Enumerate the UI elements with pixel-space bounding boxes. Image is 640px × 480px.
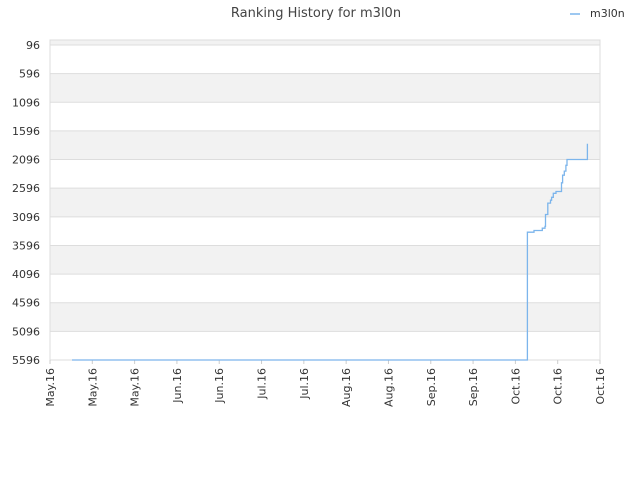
plot-band xyxy=(50,73,600,103)
x-tick-label: Jul.16 xyxy=(298,368,311,400)
plot-band xyxy=(50,188,600,217)
y-tick-label: 5096 xyxy=(12,325,40,338)
y-tick-label: 2096 xyxy=(12,154,40,167)
y-tick-label: 4596 xyxy=(12,297,40,310)
plot-band xyxy=(50,45,600,74)
legend[interactable]: m3l0n xyxy=(570,7,625,20)
plot-band xyxy=(50,274,600,303)
y-tick-label: 1596 xyxy=(12,125,40,138)
y-tick-label: 96 xyxy=(26,39,40,52)
x-tick-label: Sep.16 xyxy=(467,368,480,406)
plot-band xyxy=(50,159,600,189)
y-tick-label: 2596 xyxy=(12,182,40,195)
y-tick-label: 3596 xyxy=(12,239,40,252)
x-tick-label: May.16 xyxy=(86,368,99,407)
x-tick-label: Aug.16 xyxy=(382,368,395,407)
plot-band xyxy=(50,40,600,45)
series-group xyxy=(72,143,589,361)
plot-band xyxy=(50,331,600,360)
x-axis: May.16 May.16 May.16 Jun.16 Jun.16 Jul.16 Jul.… xyxy=(44,360,607,407)
x-tick-label: May.16 xyxy=(44,368,57,407)
x-tick-label: Aug.16 xyxy=(340,368,353,407)
x-tick-label: May.16 xyxy=(129,368,142,407)
chart-title: Ranking History for m3l0n xyxy=(231,6,401,21)
plot-band xyxy=(50,102,600,131)
x-tick-label: Oct.16 xyxy=(594,368,607,405)
x-tick-label: Jul.16 xyxy=(256,368,269,400)
plot-band xyxy=(50,302,600,332)
y-tick-label: 3096 xyxy=(12,211,40,224)
y-tick-label: 4096 xyxy=(12,268,40,281)
y-tick-label: 1096 xyxy=(12,96,40,109)
x-tick-label: Jun.16 xyxy=(171,368,184,404)
plot-band xyxy=(50,130,600,160)
x-tick-label: Oct.16 xyxy=(509,368,522,405)
x-tick-label: Sep.16 xyxy=(425,368,438,406)
plot-band xyxy=(50,216,600,246)
x-tick-label: Oct.16 xyxy=(552,368,565,405)
plot-background xyxy=(50,40,600,360)
plot-band xyxy=(50,245,600,275)
y-tick-label: 596 xyxy=(19,68,40,81)
legend-series-label: m3l0n xyxy=(590,7,625,20)
series-line xyxy=(72,143,589,361)
y-tick-label: 5596 xyxy=(12,354,40,367)
y-axis: 96 596 1096 1596 2096 2596 3096 3596 4096 4596 509… xyxy=(12,39,40,367)
x-tick-label: Jun.16 xyxy=(213,368,226,404)
